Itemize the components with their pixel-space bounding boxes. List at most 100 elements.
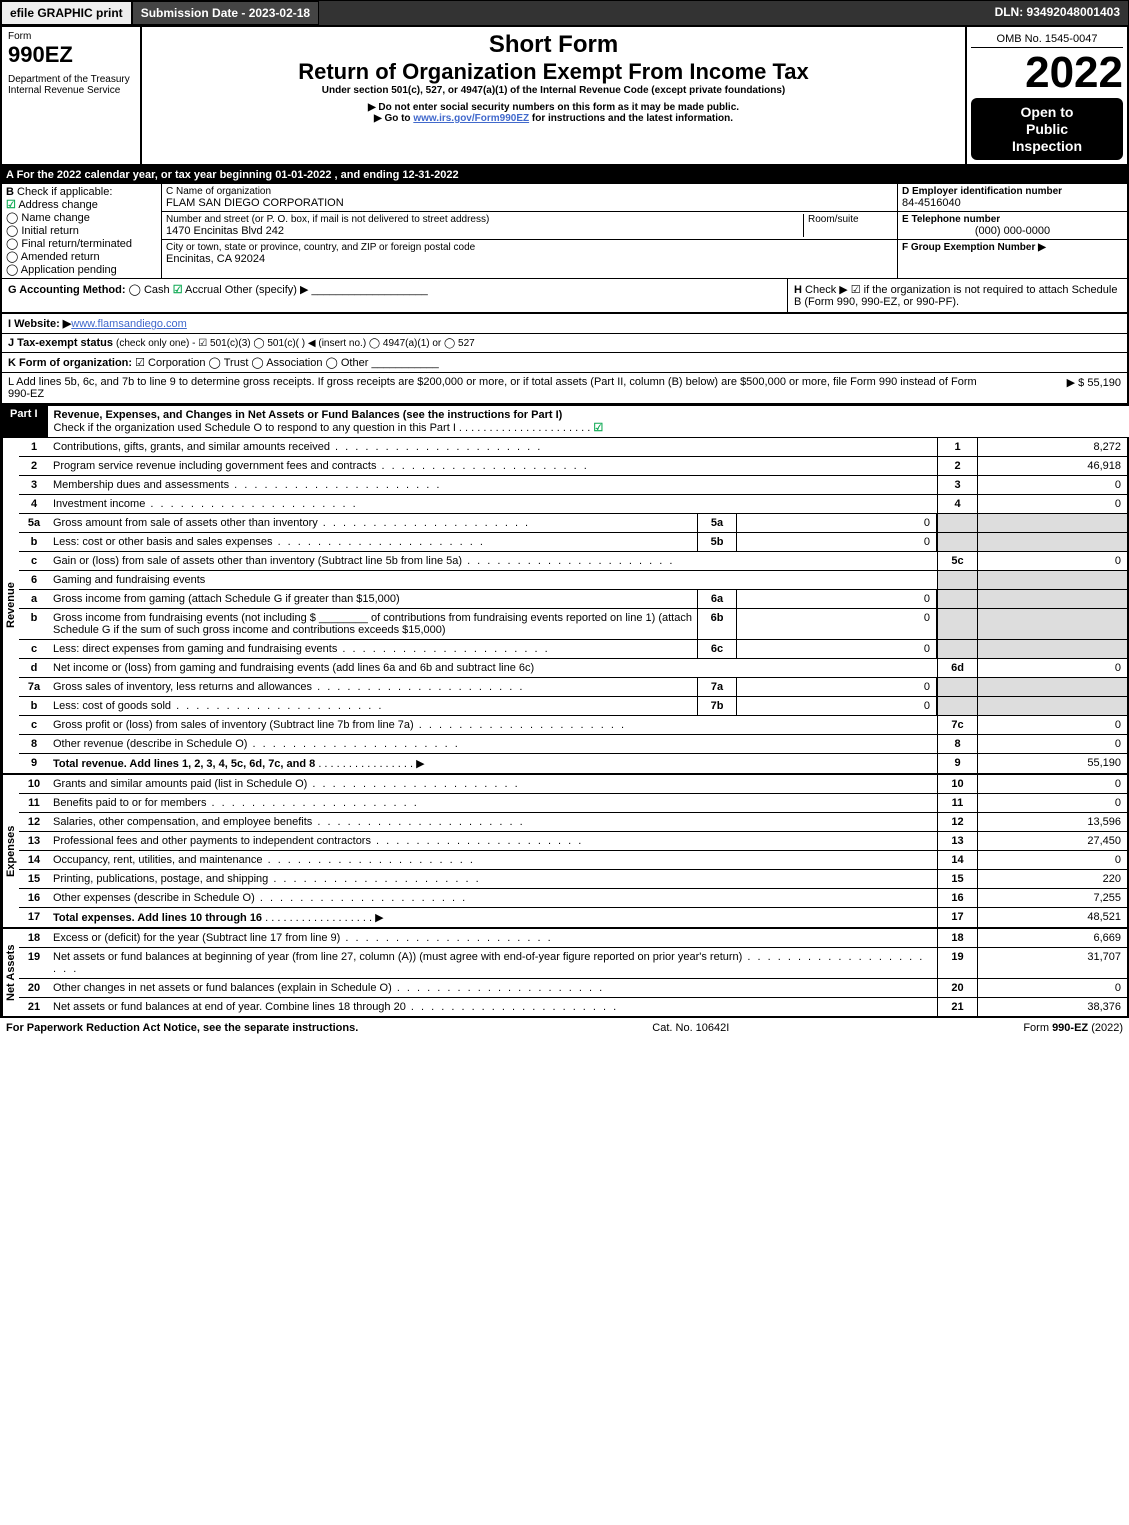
efile-print-button[interactable]: efile GRAPHIC print xyxy=(1,1,132,25)
goto-note: ▶ Go to www.irs.gov/Form990EZ for instru… xyxy=(146,113,961,124)
line9-desc: Total revenue. Add lines 1, 2, 3, 4, 5c,… xyxy=(49,754,937,773)
checkbox-initial-return[interactable]: ◯ Initial return xyxy=(6,224,157,237)
line-l: L Add lines 5b, 6c, and 7b to line 9 to … xyxy=(0,373,1129,405)
submission-date-button[interactable]: Submission Date - 2023-02-18 xyxy=(132,1,319,25)
topbar-spacer xyxy=(319,1,986,25)
line3-desc: Membership dues and assessments xyxy=(49,476,937,494)
checkbox-address-change[interactable]: ☑ Address change xyxy=(6,198,157,211)
line5a-value: 0 xyxy=(737,514,937,532)
room-label: Room/suite xyxy=(808,214,893,225)
line17-value: 48,521 xyxy=(977,908,1127,927)
line6c-value: 0 xyxy=(737,640,937,658)
part1-header: Part I Revenue, Expenses, and Changes in… xyxy=(0,405,1129,438)
line7b-desc: Less: cost of goods sold xyxy=(49,697,697,715)
org-name: FLAM SAN DIEGO CORPORATION xyxy=(166,197,893,209)
line15-desc: Printing, publications, postage, and shi… xyxy=(49,870,937,888)
omb-number: OMB No. 1545-0047 xyxy=(971,31,1123,48)
form-number: 990EZ xyxy=(8,42,134,68)
cat-number: Cat. No. 10642I xyxy=(652,1022,729,1034)
line6-desc: Gaming and fundraising events xyxy=(49,571,937,589)
line6b-desc: Gross income from fundraising events (no… xyxy=(49,609,697,639)
section-h: H Check ▶ ☑ if the organization is not r… xyxy=(787,279,1127,312)
line5c-desc: Gain or (loss) from sale of assets other… xyxy=(49,552,937,570)
top-bar: efile GRAPHIC print Submission Date - 20… xyxy=(0,0,1129,26)
line-a: A For the 2022 calendar year, or tax yea… xyxy=(0,166,1129,184)
line20-desc: Other changes in net assets or fund bala… xyxy=(49,979,937,997)
line17-desc: Total expenses. Add lines 10 through 16 … xyxy=(49,908,937,927)
section-def: D Employer identification number 84-4516… xyxy=(897,184,1127,278)
ein: 84-4516040 xyxy=(902,197,1123,209)
line6d-desc: Net income or (loss) from gaming and fun… xyxy=(49,659,937,677)
line18-desc: Excess or (deficit) for the year (Subtra… xyxy=(49,929,937,947)
addr-label: Number and street (or P. O. box, if mail… xyxy=(166,214,803,225)
line7b-value: 0 xyxy=(737,697,937,715)
tax-year: 2022 xyxy=(971,48,1123,98)
subtitle: Under section 501(c), 527, or 4947(a)(1)… xyxy=(146,85,961,96)
open-inspection-box: Open to Public Inspection xyxy=(971,98,1123,160)
short-form-title: Short Form xyxy=(146,31,961,59)
line7c-value: 0 xyxy=(977,716,1127,734)
line20-value: 0 xyxy=(977,979,1127,997)
part1-title: Revenue, Expenses, and Changes in Net As… xyxy=(48,405,1129,438)
part1-check: ☑ xyxy=(593,422,603,434)
form-ref: Form 990-EZ (2022) xyxy=(1023,1022,1123,1034)
line-k: K Form of organization: ☑ Corporation ◯ … xyxy=(0,353,1129,373)
expenses-side-label: Expenses xyxy=(2,775,19,927)
line8-desc: Other revenue (describe in Schedule O) xyxy=(49,735,937,753)
paperwork-notice: For Paperwork Reduction Act Notice, see … xyxy=(6,1022,358,1034)
line12-value: 13,596 xyxy=(977,813,1127,831)
website-link[interactable]: www.flamsandiego.com xyxy=(71,318,187,330)
line5c-value: 0 xyxy=(977,552,1127,570)
revenue-side-label: Revenue xyxy=(2,438,19,773)
line1-value: 8,272 xyxy=(977,438,1127,456)
line12-desc: Salaries, other compensation, and employ… xyxy=(49,813,937,831)
checkbox-final-return[interactable]: ◯ Final return/terminated xyxy=(6,237,157,250)
page-footer: For Paperwork Reduction Act Notice, see … xyxy=(0,1018,1129,1038)
line-j: J Tax-exempt status (check only one) - ☑… xyxy=(0,334,1129,353)
line6a-value: 0 xyxy=(737,590,937,608)
line15-value: 220 xyxy=(977,870,1127,888)
irs-link[interactable]: www.irs.gov/Form990EZ xyxy=(413,113,529,124)
e-label: E Telephone number xyxy=(902,214,1123,225)
line13-desc: Professional fees and other payments to … xyxy=(49,832,937,850)
form-id-col: Form 990EZ Department of the Treasury In… xyxy=(2,27,142,164)
ssn-note: ▶ Do not enter social security numbers o… xyxy=(146,102,961,113)
line4-value: 0 xyxy=(977,495,1127,513)
form-word: Form xyxy=(8,31,134,42)
section-c-address: C Name of organization FLAM SAN DIEGO CO… xyxy=(162,184,897,278)
checkbox-name-change[interactable]: ◯ Name change xyxy=(6,211,157,224)
section-b: B Check if applicable: ☑ Address change … xyxy=(2,184,162,278)
line3-value: 0 xyxy=(977,476,1127,494)
line-i: I Website: ▶www.flamsandiego.com xyxy=(0,314,1129,334)
checkbox-application-pending[interactable]: ◯ Application pending xyxy=(6,263,157,276)
city-state-zip: Encinitas, CA 92024 xyxy=(166,253,893,265)
line7c-desc: Gross profit or (loss) from sales of inv… xyxy=(49,716,937,734)
line21-value: 38,376 xyxy=(977,998,1127,1016)
line7a-value: 0 xyxy=(737,678,937,696)
line6a-desc: Gross income from gaming (attach Schedul… xyxy=(49,590,697,608)
checkbox-amended-return[interactable]: ◯ Amended return xyxy=(6,250,157,263)
line16-desc: Other expenses (describe in Schedule O) xyxy=(49,889,937,907)
return-title: Return of Organization Exempt From Incom… xyxy=(146,59,961,85)
line14-value: 0 xyxy=(977,851,1127,869)
line21-desc: Net assets or fund balances at end of ye… xyxy=(49,998,937,1016)
line2-value: 46,918 xyxy=(977,457,1127,475)
line13-value: 27,450 xyxy=(977,832,1127,850)
dept-label: Department of the Treasury xyxy=(8,74,134,85)
line2-desc: Program service revenue including govern… xyxy=(49,457,937,475)
title-col: Short Form Return of Organization Exempt… xyxy=(142,27,967,164)
line8-value: 0 xyxy=(977,735,1127,753)
phone: (000) 000-0000 xyxy=(902,225,1123,237)
c-label: C Name of organization xyxy=(166,186,893,197)
line5b-value: 0 xyxy=(737,533,937,551)
street-address: 1470 Encinitas Blvd 242 xyxy=(166,225,803,237)
line11-desc: Benefits paid to or for members xyxy=(49,794,937,812)
line10-value: 0 xyxy=(977,775,1127,793)
line19-desc: Net assets or fund balances at beginning… xyxy=(49,948,937,978)
line5b-desc: Less: cost or other basis and sales expe… xyxy=(49,533,697,551)
dln-label: DLN: 93492048001403 xyxy=(987,1,1128,25)
line19-value: 31,707 xyxy=(977,948,1127,978)
city-label: City or town, state or province, country… xyxy=(166,242,893,253)
line14-desc: Occupancy, rent, utilities, and maintena… xyxy=(49,851,937,869)
line6b-value: 0 xyxy=(737,609,937,639)
